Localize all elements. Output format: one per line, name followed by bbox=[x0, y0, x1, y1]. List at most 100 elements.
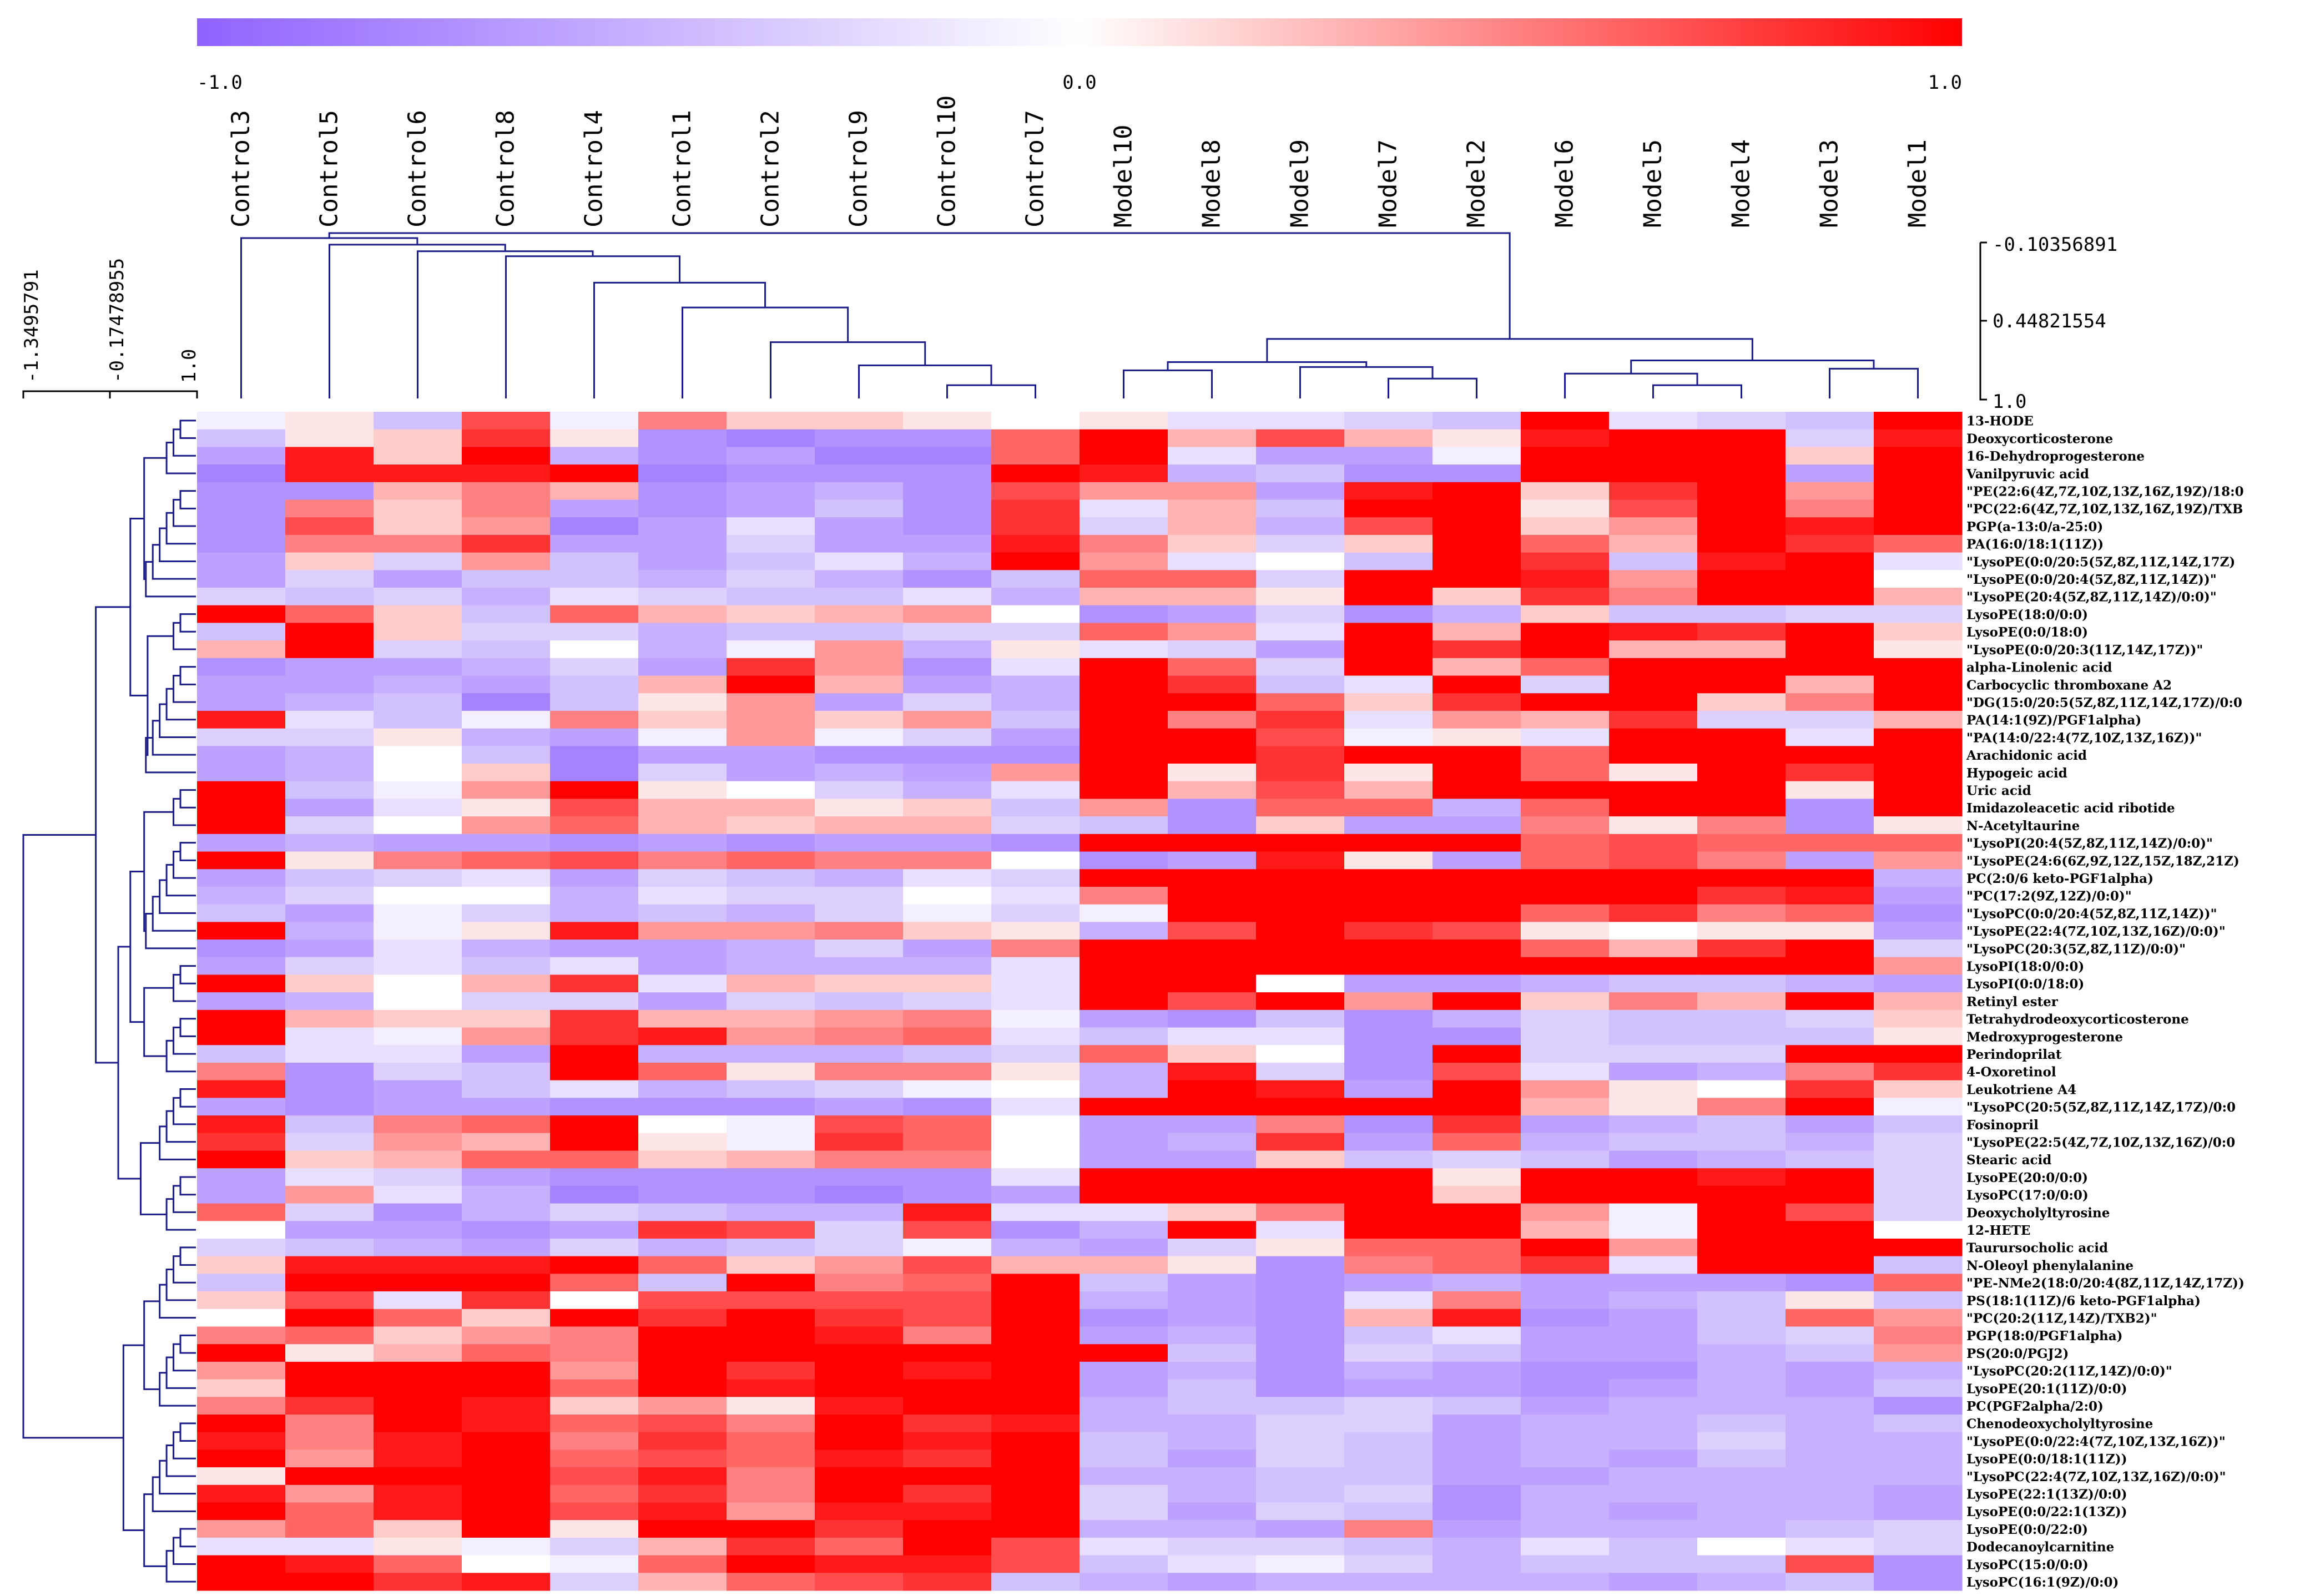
heatmap-cell bbox=[1344, 482, 1433, 501]
row-dendrogram-branch bbox=[179, 1422, 196, 1442]
heatmap-cell bbox=[374, 1537, 462, 1556]
heatmap-cell bbox=[1874, 1274, 1963, 1292]
heatmap-cell bbox=[903, 675, 992, 694]
heatmap-cell bbox=[1344, 517, 1433, 536]
heatmap-cell bbox=[1080, 1361, 1168, 1380]
heatmap-cell bbox=[1344, 1062, 1433, 1081]
heatmap-cell bbox=[903, 816, 992, 835]
heatmap-cell bbox=[1609, 816, 1698, 835]
heatmap-cell bbox=[1344, 851, 1433, 870]
heatmap-cell bbox=[815, 1098, 904, 1116]
heatmap-cell bbox=[903, 974, 992, 993]
heatmap-cell bbox=[285, 869, 374, 887]
heatmap-cell bbox=[991, 464, 1080, 483]
heatmap-cell bbox=[1433, 764, 1521, 782]
heatmap-cell bbox=[1874, 1361, 1963, 1380]
heatmap-cell bbox=[638, 1397, 727, 1415]
heatmap-cell bbox=[991, 447, 1080, 465]
heatmap-cell bbox=[1433, 499, 1521, 518]
heatmap-cell bbox=[1256, 1045, 1345, 1063]
heatmap-cell bbox=[1256, 1221, 1345, 1239]
heatmap-cell bbox=[462, 412, 551, 430]
row-label: LysoPE(22:1(13Z)/0:0) bbox=[1966, 1487, 2127, 1502]
heatmap-cell bbox=[1433, 1133, 1521, 1151]
heatmap-cell bbox=[374, 1203, 462, 1221]
heatmap-cell bbox=[197, 869, 286, 887]
heatmap-cell bbox=[1874, 1502, 1963, 1521]
heatmap-cell bbox=[1433, 834, 1521, 852]
heatmap-cell bbox=[1697, 1185, 1786, 1204]
heatmap-cell bbox=[1521, 1502, 1610, 1521]
heatmap-cell bbox=[727, 1080, 815, 1098]
heatmap-cell bbox=[374, 1326, 462, 1345]
heatmap-cell bbox=[1256, 869, 1345, 887]
heatmap-cell bbox=[1168, 1326, 1257, 1345]
heatmap-cell bbox=[1256, 1238, 1345, 1257]
heatmap-cell bbox=[285, 464, 374, 483]
heatmap-cell bbox=[1874, 623, 1963, 641]
heatmap-cell bbox=[1344, 1502, 1433, 1521]
heatmap-cell bbox=[1521, 1432, 1610, 1450]
heatmap-cell bbox=[815, 605, 904, 624]
heatmap-cell bbox=[550, 1484, 639, 1503]
heatmap-cell bbox=[638, 534, 727, 553]
heatmap-cell bbox=[1786, 1027, 1874, 1046]
heatmap-cell bbox=[1080, 693, 1168, 711]
row-dendrogram-branch bbox=[143, 987, 174, 1057]
heatmap-cell bbox=[1874, 1168, 1963, 1186]
column-labels: Control3 Control5 Control6 Control8 Control4… bbox=[227, 95, 1932, 228]
heatmap-cell bbox=[1168, 412, 1257, 430]
heatmap-cell bbox=[374, 1555, 462, 1573]
heatmap-cell bbox=[285, 1484, 374, 1503]
heatmap-cell bbox=[727, 1449, 815, 1468]
heatmap-cell bbox=[1521, 447, 1610, 465]
heatmap-cell bbox=[462, 992, 551, 1011]
heatmap-cell bbox=[285, 1449, 374, 1468]
heatmap-cell bbox=[1697, 552, 1786, 570]
heatmap-cell bbox=[727, 570, 815, 588]
heatmap-cell bbox=[991, 1238, 1080, 1257]
heatmap-cell bbox=[1344, 869, 1433, 887]
heatmap-cell bbox=[197, 1062, 286, 1081]
row-label: "LysoPE(22:4(7Z,10Z,13Z,16Z)/0:0)" bbox=[1966, 924, 2226, 939]
heatmap-cell bbox=[374, 588, 462, 606]
heatmap-cell bbox=[1168, 710, 1257, 729]
column-label: Control9 bbox=[845, 110, 873, 228]
heatmap-cell bbox=[374, 834, 462, 852]
heatmap-cell bbox=[1344, 1467, 1433, 1486]
heatmap-cell bbox=[638, 904, 727, 922]
heatmap-cell bbox=[550, 816, 639, 835]
heatmap-cell bbox=[1697, 517, 1786, 536]
heatmap-cell bbox=[991, 1080, 1080, 1098]
heatmap-cell bbox=[1168, 658, 1257, 676]
heatmap-cell bbox=[1344, 1573, 1433, 1591]
row-dendrogram-branch bbox=[173, 1185, 196, 1213]
row-dendrogram-branch bbox=[179, 842, 196, 861]
row-dendrogram-branch bbox=[173, 973, 196, 1002]
heatmap-cell bbox=[374, 464, 462, 483]
heatmap-cell bbox=[1697, 851, 1786, 870]
row-label: 12-HETE bbox=[1966, 1223, 2030, 1238]
heatmap-cell bbox=[638, 1221, 727, 1239]
heatmap-cell bbox=[1344, 429, 1433, 447]
heatmap-cell bbox=[991, 1484, 1080, 1503]
heatmap-cell bbox=[1256, 1502, 1345, 1521]
row-label: LysoPE(20:0/0:0) bbox=[1966, 1170, 2088, 1185]
heatmap-cell bbox=[1609, 764, 1698, 782]
row-label: Chenodeoxycholyltyrosine bbox=[1966, 1417, 2153, 1432]
heatmap-cell bbox=[903, 886, 992, 905]
heatmap-cell bbox=[1521, 429, 1610, 447]
heatmap-cell bbox=[1080, 1274, 1168, 1292]
color-scale-min-label: -1.0 bbox=[197, 72, 243, 94]
heatmap-cell bbox=[197, 816, 286, 835]
row-dendrogram-branch bbox=[143, 1493, 167, 1567]
heatmap-cell bbox=[1609, 1484, 1698, 1503]
heatmap-cell bbox=[727, 746, 815, 764]
heatmap-cell bbox=[727, 1361, 815, 1380]
heatmap-cell bbox=[1256, 992, 1345, 1011]
heatmap-cell bbox=[1609, 1168, 1698, 1186]
heatmap-cell bbox=[1786, 781, 1874, 800]
heatmap-cell bbox=[1874, 1291, 1963, 1310]
heatmap-cell bbox=[1521, 1537, 1610, 1556]
heatmap-cell bbox=[727, 1256, 815, 1274]
